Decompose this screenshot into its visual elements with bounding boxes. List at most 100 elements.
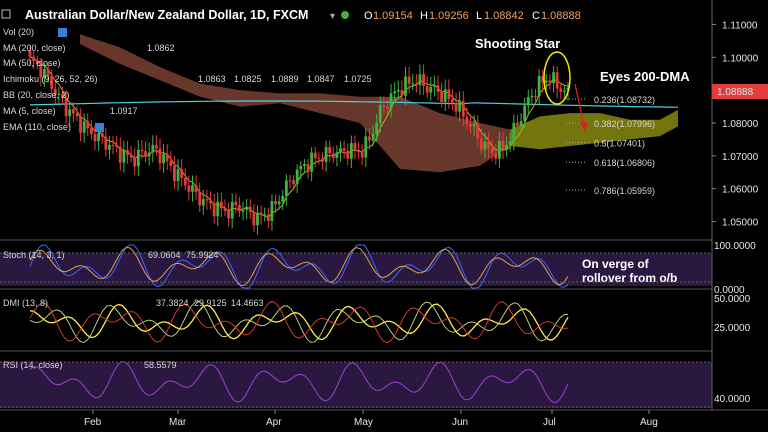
candle-body (516, 122, 519, 126)
candle-body (519, 121, 523, 126)
candle-body (86, 121, 90, 129)
candle-body (393, 91, 397, 94)
candle-body (118, 146, 122, 163)
stoch-axis-bottom: 0.0000 (714, 285, 745, 296)
stoch-d-line (29, 246, 569, 287)
candle-body (93, 134, 97, 142)
candle-body (371, 133, 375, 141)
candle-body (209, 200, 212, 204)
legend-ma50[interactable]: MA (50, close) (3, 58, 61, 68)
candle-body (187, 185, 191, 192)
candle-body (494, 153, 498, 159)
candle-body (469, 123, 472, 127)
legend-bb[interactable]: BB (20, close, 2) (3, 90, 70, 100)
candle-body (303, 164, 306, 166)
dmi-minus-line (29, 300, 569, 344)
candle-body (158, 148, 162, 164)
candle-body (223, 208, 227, 211)
candle-body (238, 205, 241, 212)
fib-level-label: 0.618(1.06806) (594, 158, 655, 168)
legend-ma5[interactable]: MA (5, close) (3, 106, 56, 116)
candle-body (313, 152, 317, 159)
legend-ema110[interactable]: EMA (110, close) (3, 122, 71, 132)
candle-body (89, 128, 93, 135)
price-tick-label: 1.08000 (722, 119, 759, 130)
fib-level-label: 0.786(1.05959) (594, 186, 655, 196)
candle-body (216, 201, 220, 217)
candle-body (433, 85, 436, 87)
rsi-band (0, 362, 712, 408)
candles-group (28, 45, 570, 235)
candle-body (263, 214, 267, 216)
candle-body (35, 61, 39, 64)
ema-settings-icon[interactable] (95, 123, 104, 132)
rsi-line (29, 360, 569, 403)
legend-stoch-v2: 75.9924 (186, 250, 219, 260)
candle-body (559, 88, 563, 92)
rsi-axis-40: 40.0000 (714, 394, 751, 405)
price-tick-label: 1.05000 (722, 218, 759, 229)
legend-dmi[interactable]: DMI (13, 8) (3, 298, 48, 308)
legend-ichi-v4: 1.0847 (307, 74, 335, 84)
shooting-star-ellipse (543, 51, 571, 105)
candle-body (256, 212, 259, 226)
legend-ma200-value: 1.0862 (147, 43, 175, 53)
stoch-overbought-band (0, 253, 712, 286)
candle-body (530, 95, 534, 98)
legend-ma200[interactable]: MA (200, close) (3, 43, 66, 53)
candle-body (378, 105, 382, 123)
candle-body (364, 136, 368, 158)
candle-body (162, 153, 165, 164)
open-value: 1.09154 (373, 10, 413, 22)
candle-body (331, 153, 335, 158)
cloud-bullish (510, 109, 678, 150)
last-price-badge-bg (712, 84, 768, 99)
legend-dmi-v2: 29.9125 (194, 298, 227, 308)
candle-body (46, 68, 50, 76)
candle-body (50, 75, 54, 89)
candle-body (368, 136, 371, 141)
candle-body (151, 145, 155, 153)
candle-body (479, 138, 483, 150)
candle-body (299, 165, 303, 170)
candle-body (270, 201, 274, 222)
ma200-line (29, 100, 679, 108)
legend-vol[interactable]: Vol (20) (3, 27, 34, 37)
title-dropdown-icon[interactable]: ▾ (330, 11, 335, 22)
candle-body (324, 146, 328, 162)
candle-body (295, 169, 299, 184)
legend-rsi-v1: 58.5579 (144, 360, 177, 370)
vol-settings-icon[interactable] (58, 28, 67, 37)
candle-body (508, 141, 512, 146)
price-tick-label: 1.10000 (722, 53, 759, 64)
candle-body (241, 209, 245, 212)
candle-body (310, 152, 314, 172)
candle-body (458, 101, 462, 112)
dmi-plus-line (29, 301, 569, 343)
candle-body (375, 122, 379, 134)
candle-body (219, 201, 223, 209)
price-tick-label: 1.06000 (722, 185, 759, 196)
candle-body (274, 201, 277, 205)
candle-body (180, 168, 184, 179)
candle-body (512, 122, 516, 142)
legend-stoch[interactable]: Stoch (14, 3, 1) (3, 250, 65, 260)
candle-body (487, 141, 490, 149)
legend-rsi[interactable]: RSI (14, close) (3, 360, 63, 370)
candle-body (259, 212, 263, 216)
candle-body (339, 148, 342, 153)
collapse-icon[interactable] (1, 9, 11, 19)
candle-body (198, 192, 202, 206)
low-value: 1.08842 (484, 10, 524, 22)
legend-ichimoku[interactable]: Ichimoku (9, 26, 52, 26) (3, 74, 98, 84)
candle-body (191, 185, 194, 192)
candle-body (501, 140, 505, 150)
candle-body (461, 101, 465, 117)
fib-level-label: 0.5(1.07401) (594, 139, 645, 149)
candle-body (342, 148, 346, 151)
dmi-axis-50: 50.0000 (714, 294, 751, 305)
time-tick-label: Jul (543, 417, 556, 428)
candle-body (111, 144, 115, 146)
legend-ichi-v3: 1.0889 (271, 74, 299, 84)
